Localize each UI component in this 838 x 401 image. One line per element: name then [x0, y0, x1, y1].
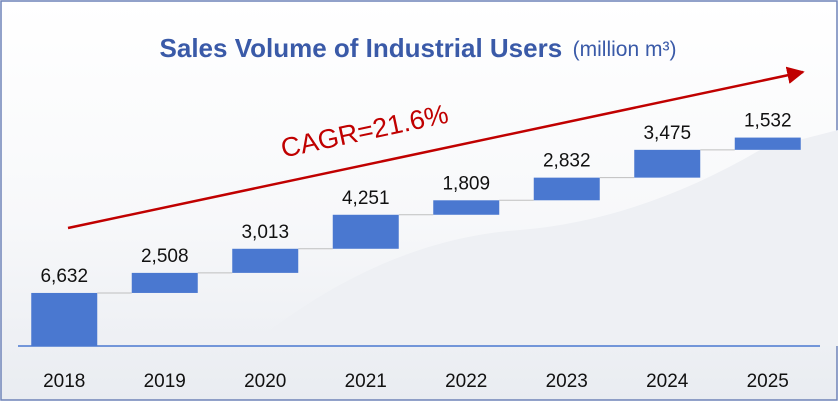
x-tick-label: 2024 [646, 371, 689, 392]
data-label: 1,532 [744, 111, 792, 132]
bar [634, 150, 700, 178]
x-tick-label: 2022 [445, 371, 487, 392]
title-main: Sales Volume of Industrial Users [160, 33, 563, 63]
title-unit: (million m³) [573, 38, 677, 61]
x-tick-label: 2019 [144, 371, 186, 392]
x-tick-label: 2021 [345, 371, 387, 392]
bar [735, 138, 801, 150]
bar [132, 273, 198, 293]
x-tick-label: 2020 [244, 371, 286, 392]
bar [333, 215, 399, 249]
data-label: 2,508 [141, 246, 189, 267]
data-label: 1,809 [442, 173, 490, 194]
chart: Sales Volume of Industrial Users (millio… [0, 0, 838, 401]
bar [232, 249, 298, 273]
data-label: 3,013 [241, 222, 289, 243]
bar [31, 293, 97, 346]
x-tick-label: 2025 [747, 371, 789, 392]
data-label: 2,832 [543, 151, 591, 172]
data-label: 4,251 [342, 188, 390, 209]
data-label: 3,475 [643, 123, 691, 144]
data-label: 6,632 [40, 266, 88, 287]
x-tick-label: 2023 [546, 371, 588, 392]
bar [433, 200, 499, 214]
bar [534, 178, 600, 201]
chart-title: Sales Volume of Industrial Users (millio… [160, 33, 677, 63]
x-tick-label: 2018 [43, 371, 85, 392]
